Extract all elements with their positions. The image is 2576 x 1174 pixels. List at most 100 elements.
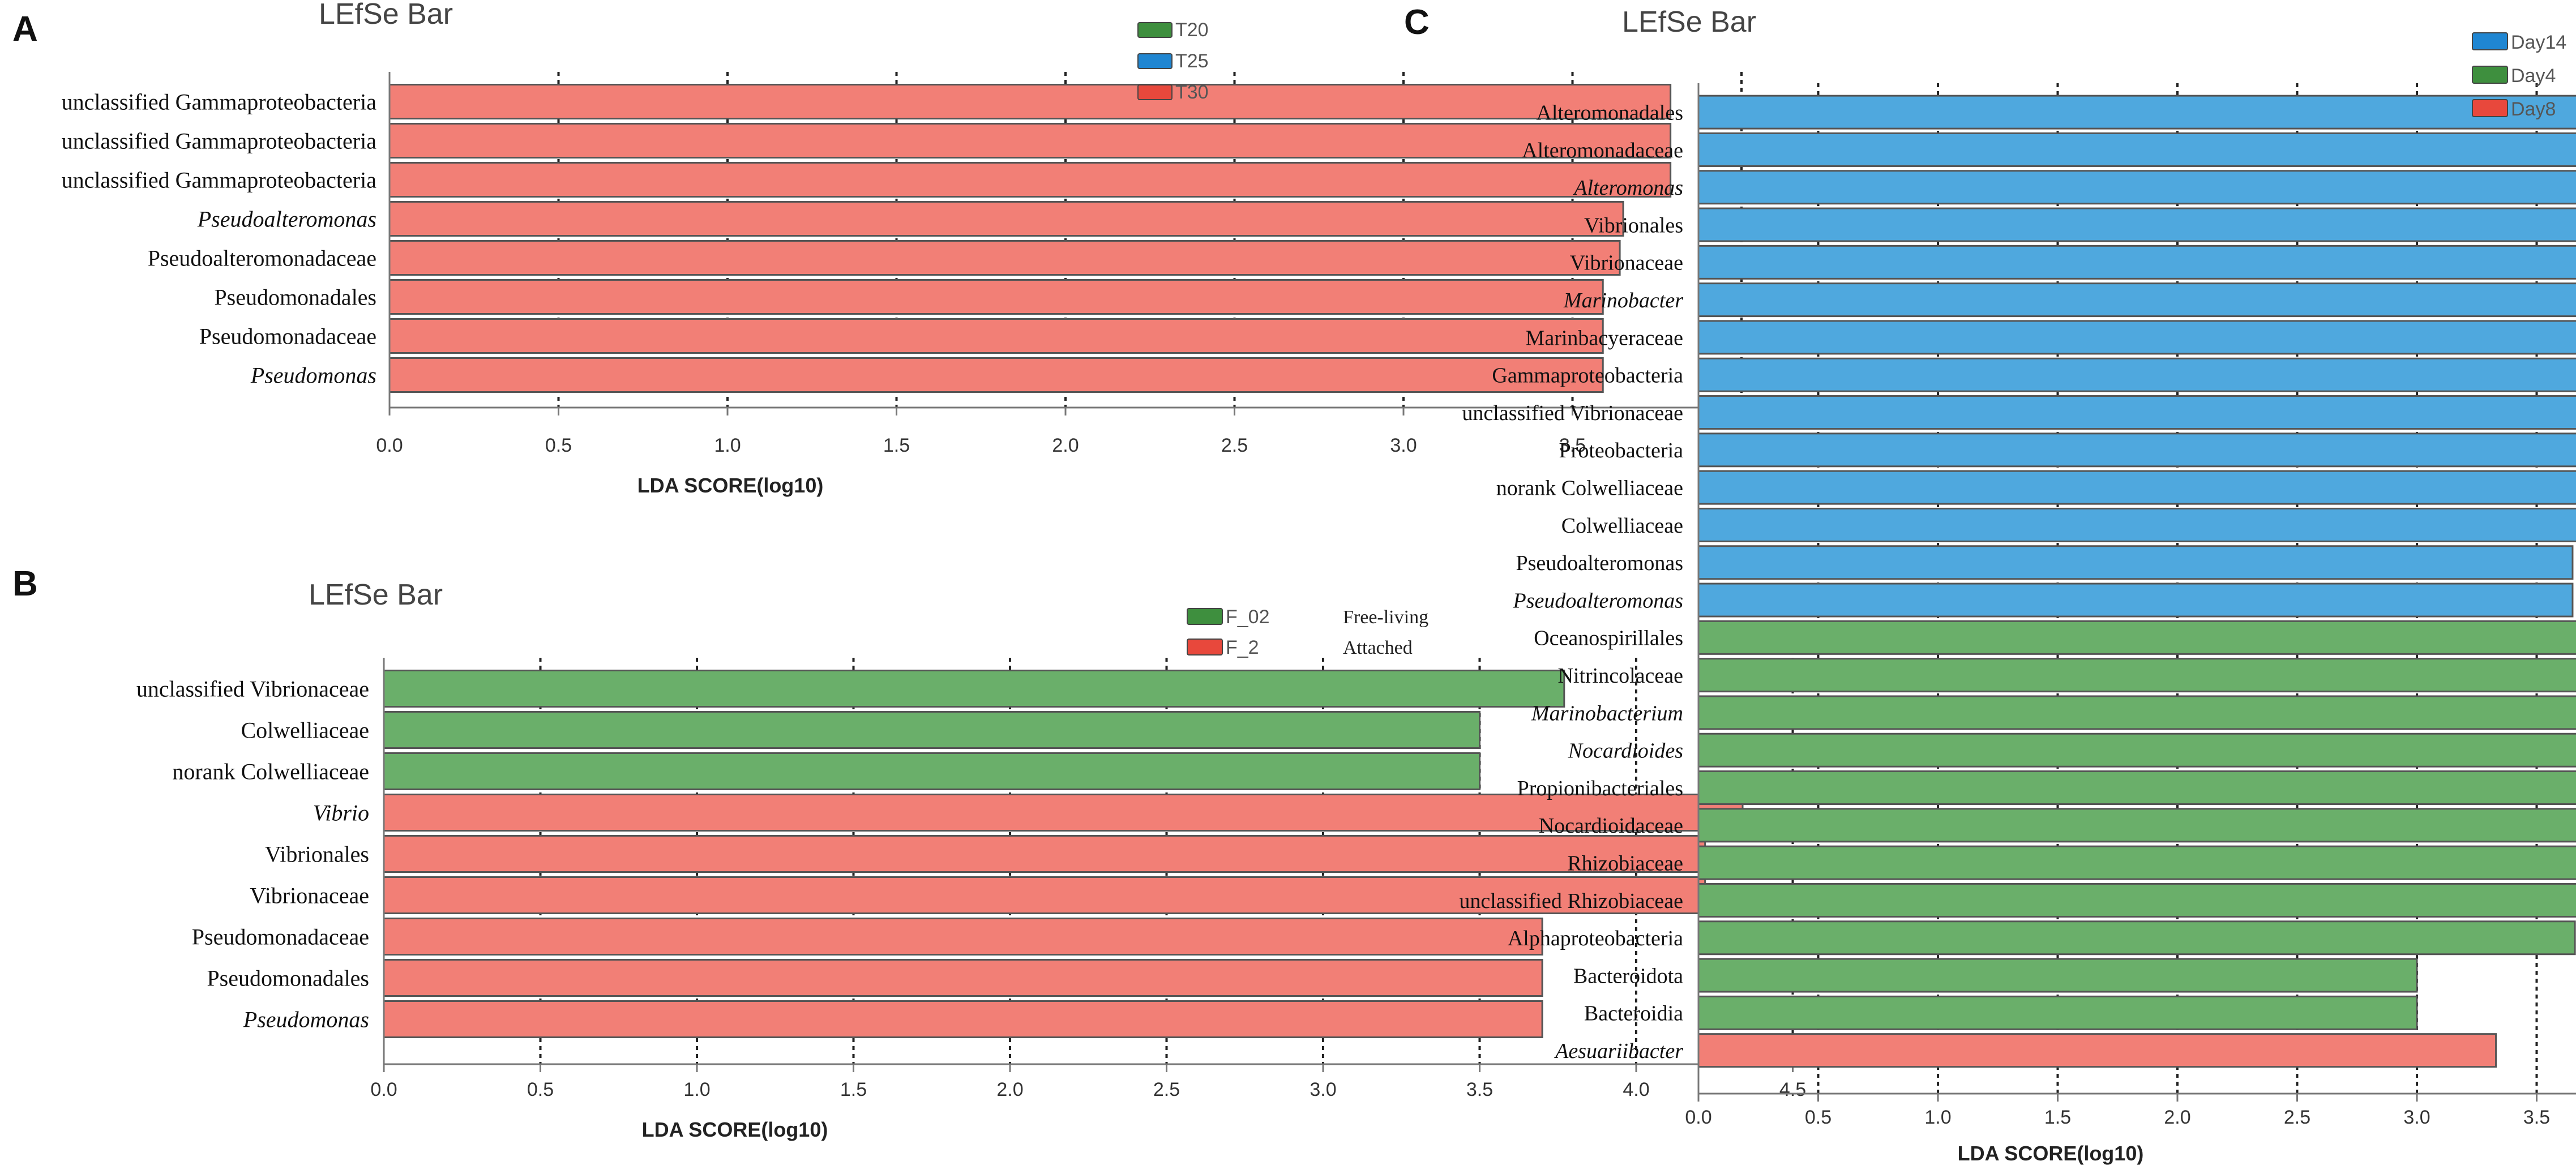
legend-swatch: [1187, 639, 1223, 655]
x-tick-label: 0.5: [1805, 1107, 1832, 1128]
bar: [1697, 770, 2576, 805]
x-tick-label: 2.0: [996, 1079, 1023, 1100]
bar: [1697, 545, 2574, 580]
legend-swatch: [1137, 84, 1173, 100]
x-tick-label: 0.5: [527, 1079, 554, 1100]
category-label: Gammaproteobacteria: [1492, 364, 1683, 388]
bar: [1697, 582, 2574, 618]
legend-label: T30: [1175, 82, 1209, 103]
x-tick-label: 1.0: [683, 1079, 710, 1100]
bar: [388, 162, 1672, 198]
legend-swatch: [1187, 608, 1223, 625]
panel-label: C: [1404, 3, 1430, 42]
bar: [1697, 395, 2576, 430]
category-label: Colwelliaceae: [1561, 514, 1683, 538]
chart-title: LEfSe Bar: [1622, 6, 1756, 38]
category-label: Alteromonas: [1572, 176, 1683, 200]
bar: [383, 918, 1543, 956]
x-tick-label: 3.0: [1310, 1079, 1336, 1100]
x-axis-label: LDA SCORE(log10): [1958, 1142, 2144, 1165]
category-label: unclassified Gammaproteobacteria: [62, 168, 377, 193]
bar: [388, 240, 1621, 276]
x-tick-label: 0.0: [370, 1079, 397, 1100]
category-label: Pseudomonadales: [214, 285, 376, 310]
bar: [1697, 995, 2418, 1030]
category-label: Rhizobiaceae: [1567, 851, 1683, 875]
legend-label: Day8: [2511, 98, 2556, 120]
category-label: Marinobacterium: [1531, 701, 1683, 725]
category-label: Pseudomonadales: [207, 966, 369, 991]
category-label: Propionibacteriales: [1517, 777, 1683, 800]
bar: [1697, 845, 2576, 880]
panel-label: B: [12, 564, 38, 603]
x-tick-label: 1.5: [883, 435, 910, 456]
category-label: norank Colwelliaceae: [1496, 476, 1683, 500]
chart-title: LEfSe Bar: [319, 0, 453, 31]
category-label: Marinobacter: [1563, 289, 1683, 312]
bar: [1697, 320, 2576, 355]
x-tick-label: 3.0: [1390, 435, 1417, 456]
legend-label: Day4: [2511, 65, 2556, 87]
category-label: norank Colwelliaceae: [172, 759, 369, 785]
bar: [1697, 958, 2418, 993]
x-axis-label: LDA SCORE(log10): [637, 474, 824, 497]
category-label: Pseudoalteromonas: [1513, 589, 1683, 612]
category-label: Aesuariibacter: [1554, 1039, 1683, 1063]
bar: [1697, 507, 2576, 542]
bar: [1697, 245, 2576, 280]
bar: [388, 201, 1624, 237]
x-tick-label: 3.0: [2403, 1107, 2430, 1128]
panel-b: B LEfSe Bar unclassified Vibrionaceae Colwe…: [12, 564, 1856, 1141]
category-label: unclassified Rhizobiaceae: [1459, 889, 1683, 913]
legend-label: Day14: [2511, 32, 2566, 53]
bar: [388, 84, 1672, 119]
chart-title: LEfSe Bar: [309, 579, 443, 611]
bar: [1697, 432, 2576, 468]
x-tick-label: 3.5: [1559, 435, 1586, 456]
bar: [1697, 695, 2576, 730]
legend-swatch: [2472, 32, 2508, 50]
category-label: unclassified Vibrionaceae: [136, 676, 369, 702]
legend-label: T25: [1175, 50, 1209, 72]
x-tick-label: 3.5: [1466, 1079, 1493, 1100]
x-tick-label: 2.5: [1153, 1079, 1180, 1100]
x-tick-label: 2.5: [2284, 1107, 2310, 1128]
bar: [388, 279, 1604, 315]
category-label: Pseudomonadaceae: [199, 324, 376, 349]
category-label: Bacteroidia: [1584, 1002, 1683, 1026]
x-tick-label: 3.5: [2523, 1107, 2550, 1128]
bar: [1697, 732, 2576, 768]
x-tick-label: 1.5: [2044, 1107, 2071, 1128]
x-tick-label: 2.0: [1052, 435, 1079, 456]
bar: [1697, 357, 2576, 392]
bar: [388, 357, 1604, 393]
category-label: Vibrionaceae: [250, 883, 369, 909]
x-tick-label: 2.5: [1221, 435, 1248, 456]
x-tick-label: 1.0: [714, 435, 741, 456]
bar: [1697, 658, 2576, 693]
category-label: Nocardioidaceae: [1539, 814, 1683, 838]
bar: [1697, 882, 2576, 918]
bar: [1697, 470, 2576, 505]
bar: [1697, 132, 2576, 167]
bar: [383, 959, 1543, 997]
category-label: Pseudomonas: [243, 1007, 369, 1032]
panel-a: A LEfSe Bar unclassified Gammaproteobacter…: [12, 0, 1809, 497]
category-label: Vibrio: [313, 800, 369, 826]
panel-c: C LEfSe Bar Alteromonadales Alteromonadacea…: [1404, 3, 2576, 1165]
category-label: Colwelliaceae: [241, 718, 369, 743]
category-label: Alteromonadales: [1536, 101, 1683, 125]
bar: [1697, 207, 2576, 242]
bar: [1697, 1033, 2497, 1068]
bar: [1697, 808, 2576, 843]
bar: [388, 318, 1604, 354]
bar: [388, 123, 1672, 158]
category-label: Alphaproteobacteria: [1508, 927, 1683, 950]
bar: [1697, 170, 2576, 205]
category-label: unclassified Gammaproteobacteria: [62, 128, 377, 154]
category-label: Pseudoalteromonas: [197, 207, 376, 232]
bar: [1697, 95, 2576, 130]
bar: [383, 876, 1706, 914]
bar: [1697, 920, 2576, 956]
